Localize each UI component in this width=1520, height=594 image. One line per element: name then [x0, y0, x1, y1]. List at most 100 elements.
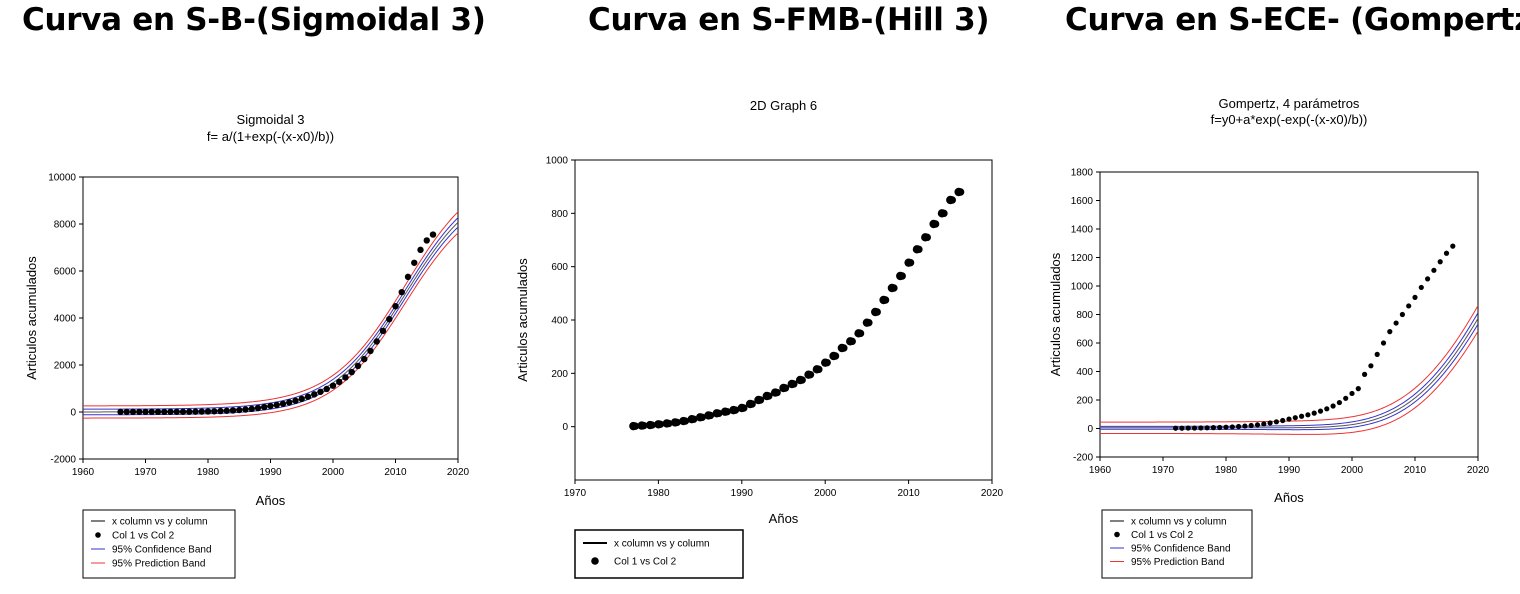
data-point-shadow	[665, 419, 673, 428]
data-point-shadow	[640, 421, 648, 430]
y-tick-label: 400	[1076, 367, 1093, 378]
data-point	[373, 338, 380, 345]
data-point	[367, 347, 374, 355]
data-point	[1267, 420, 1273, 426]
data-point	[286, 399, 293, 406]
data-point	[336, 378, 343, 386]
data-point	[1343, 395, 1349, 401]
y-tick-label: 1600	[1071, 196, 1094, 207]
data-point	[323, 385, 330, 393]
data-point	[223, 407, 230, 414]
x-tick-label: 1980	[1215, 465, 1238, 476]
data-point	[1299, 413, 1305, 419]
x-axis-label: Años	[769, 511, 799, 526]
header-hill: Curva en S-FMB-(Hill 3)	[588, 2, 990, 38]
data-point-shadow	[781, 384, 790, 392]
legend-label: Col 1 vs Col 2	[112, 531, 175, 542]
data-point	[1242, 423, 1248, 429]
data-point	[117, 408, 124, 416]
data-point	[392, 303, 399, 310]
data-point-shadow	[773, 388, 781, 397]
data-point	[1431, 267, 1437, 273]
data-point	[1311, 410, 1317, 416]
x-tick-label: 1970	[564, 488, 587, 499]
data-point-shadow	[798, 376, 806, 384]
chart-title: Sigmoidal 3	[237, 112, 305, 127]
legend-label: x column vs y column	[112, 517, 208, 528]
legend: x column vs y column Col 1 vs Col 2 95% Co…	[1101, 509, 1253, 579]
data-point	[248, 405, 255, 413]
x-tick-label: 1960	[72, 467, 95, 478]
data-point	[229, 407, 237, 414]
prediction-band-upper	[1100, 305, 1478, 423]
y-tick-label: 600	[1076, 339, 1093, 350]
data-point-shadow	[898, 272, 906, 280]
data-point	[167, 408, 174, 415]
y-tick-label: 2000	[54, 361, 77, 372]
data-point	[1236, 423, 1242, 430]
y-tick-label: 1000	[546, 156, 569, 167]
data-point	[429, 231, 437, 238]
data-point	[1217, 424, 1223, 431]
x-tick-label: 1990	[259, 467, 282, 478]
confidence-band-upper	[83, 217, 458, 410]
data-point-shadow	[706, 411, 715, 420]
y-tick-label: 1200	[1071, 253, 1094, 264]
data-point	[273, 401, 280, 409]
data-point	[348, 368, 355, 376]
x-tick-label: 1990	[731, 488, 754, 499]
data-point	[1292, 415, 1298, 421]
data-point-shadow	[648, 421, 656, 429]
y-tick-label: 0	[70, 408, 76, 419]
x-tick-label: 1980	[197, 467, 220, 478]
data-point-shadow	[715, 409, 723, 418]
data-point-shadow	[740, 404, 748, 412]
legend-box	[82, 509, 236, 579]
chart-subtitle: f= a/(1+exp(-(x-x0)/b))	[207, 129, 334, 144]
prediction-band-upper	[83, 211, 458, 407]
chart-subtitle: f=y0+a*exp(-exp(-(x-x0)/b))	[1211, 112, 1368, 127]
legend-box	[1101, 509, 1253, 579]
data-point-shadow	[756, 396, 765, 404]
data-point	[1229, 424, 1235, 430]
data-point-shadow	[815, 365, 823, 374]
data-point	[186, 408, 193, 415]
legend: x column vs y column Col 1 vs Col 2 95% Co…	[82, 509, 236, 579]
data-point	[161, 408, 168, 416]
data-point	[1336, 399, 1342, 406]
y-tick-label: 1400	[1071, 225, 1094, 236]
data-point-shadow	[881, 296, 890, 304]
data-point	[1280, 417, 1286, 424]
plot-frame	[1099, 171, 1479, 458]
data-point	[1443, 250, 1450, 256]
data-point	[1185, 425, 1191, 431]
data-point	[1349, 390, 1355, 397]
data-point	[1362, 371, 1368, 377]
data-point-shadow	[956, 188, 965, 196]
data-point	[1425, 276, 1431, 282]
data-point	[1210, 425, 1216, 431]
x-tick-label: 2000	[322, 467, 345, 478]
data-point-shadow	[848, 337, 856, 346]
data-point	[1393, 320, 1399, 326]
data-point	[1380, 340, 1387, 346]
data-point	[279, 400, 287, 407]
data-point	[236, 406, 243, 414]
data-point	[1254, 422, 1261, 428]
x-axis-label: Años	[256, 493, 286, 508]
plot-area	[83, 211, 458, 419]
data-point	[1305, 412, 1311, 418]
x-tick-label: 2020	[1467, 465, 1490, 476]
y-tick-label: 0	[1087, 424, 1093, 435]
data-point-shadow	[940, 209, 948, 218]
y-tick-label: 1800	[1071, 168, 1094, 179]
y-axis-label: Articulos acumulados	[515, 258, 530, 382]
plot-frame	[574, 159, 993, 481]
data-point	[386, 315, 393, 323]
data-point-shadow	[790, 380, 798, 388]
x-tick-label: 1960	[1089, 465, 1112, 476]
data-point	[192, 408, 199, 415]
data-point-shadow	[865, 318, 873, 327]
fit-curve	[1100, 318, 1478, 429]
legend: x column vs y column Col 1 vs Col 2	[574, 529, 744, 579]
